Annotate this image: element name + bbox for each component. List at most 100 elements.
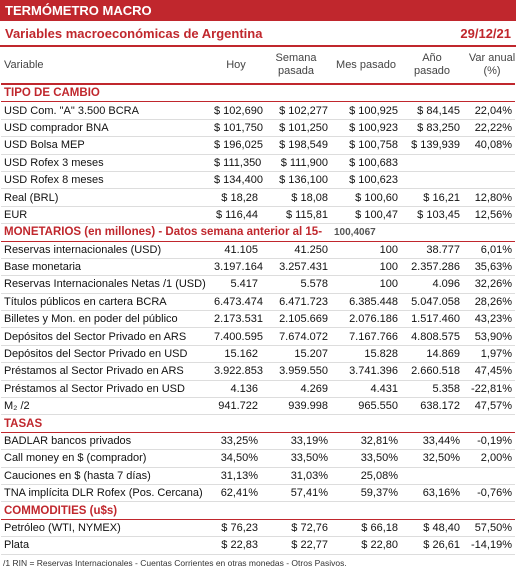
value-cell: 22,22%: [463, 119, 515, 138]
value-cell: $ 115,81: [261, 206, 331, 225]
data-row: Depósitos del Sector Privado en ARS 7.400…: [1, 327, 515, 346]
value-cell: $ 100,758: [331, 136, 401, 155]
value-cell: 5.358: [401, 380, 463, 399]
data-row: USD Rofex 8 meses $ 134,400 $ 136,100 $ 100…: [1, 171, 515, 190]
value-cell: $ 48,40: [401, 519, 463, 538]
value-cell: 63,16%: [401, 484, 463, 503]
data-row: Préstamos al Sector Privado en ARS 3.922.…: [1, 362, 515, 381]
data-row: USD Rofex 3 meses $ 111,350 $ 111,900 $ 100…: [1, 154, 515, 172]
variable-name: Préstamos al Sector Privado en USD: [1, 380, 211, 399]
data-row: Call money en $ (comprador) 34,50% 33,50% 3…: [1, 449, 515, 468]
value-cell: $ 139,939: [401, 136, 463, 155]
column-header: Hoy: [211, 47, 261, 85]
value-cell: $ 26,61: [401, 536, 463, 555]
variable-name: Base monetaria: [1, 258, 211, 277]
value-cell: [463, 171, 515, 190]
variable-name: TNA implícita DLR Rofex (Pos. Cercana): [1, 484, 211, 503]
variable-name: Real (BRL): [1, 188, 211, 207]
value-cell: 3.922.853: [211, 362, 263, 381]
section-cell: [401, 501, 515, 520]
section-cell: [331, 501, 401, 520]
data-row: Depósitos del Sector Privado en USD 15.16…: [1, 345, 515, 364]
variable-name: Préstamos al Sector Privado en ARS: [1, 362, 211, 381]
value-cell: $ 83,250: [401, 119, 463, 138]
column-header-text: Semana pasada: [275, 52, 317, 77]
header-row: Variable Hoy Semana pasada Mes pasado Año pa…: [1, 47, 515, 85]
value-cell: 4.431: [331, 380, 401, 399]
value-cell: 3.197.164: [211, 258, 263, 277]
footnotes: /1 RIN = Reservas Internacionales - Cuen…: [0, 557, 516, 567]
data-row: USD Bolsa MEP $ 196,025 $ 198,549 $ 100,758…: [1, 136, 515, 155]
value-cell: 2.660.518: [401, 362, 463, 381]
data-row: EUR $ 116,44 $ 115,81 $ 100,47 $ 103,45 12,56…: [1, 206, 515, 225]
section-cell: [401, 84, 515, 103]
value-cell: $ 76,23: [211, 519, 261, 538]
header-title: TERMÓMETRO MACRO: [0, 0, 516, 21]
value-cell: 2.173.531: [211, 310, 263, 329]
value-cell: 33,25%: [211, 432, 261, 451]
variable-name: USD Bolsa MEP: [1, 136, 211, 155]
value-cell: 3.741.396: [331, 362, 401, 381]
value-cell: $ 134,400: [211, 171, 263, 190]
section-title: COMMODITIES (u$s): [1, 501, 331, 520]
value-cell: 100: [331, 241, 401, 259]
column-header: Semana pasada: [261, 47, 331, 85]
value-cell: 939.998: [261, 397, 331, 416]
section-cell: [331, 414, 401, 433]
value-cell: 100: [331, 275, 401, 294]
section-title: TASAS: [1, 414, 331, 433]
value-cell: $ 116,44: [211, 206, 261, 225]
data-row: Préstamos al Sector Privado en USD 4.136 4…: [1, 380, 515, 399]
value-cell: 7.167.766: [331, 327, 401, 346]
value-cell: $ 111,350: [211, 154, 261, 172]
value-cell: 7.400.595: [211, 327, 263, 346]
value-cell: 5.417: [211, 275, 261, 294]
data-row: Reservas Internacionales Netas /1 (USD) 5…: [1, 275, 515, 294]
value-cell: 35,63%: [463, 258, 515, 277]
value-cell: [463, 154, 515, 172]
variable-name: BADLAR bancos privados: [1, 432, 211, 451]
value-cell: 43,23%: [463, 310, 515, 329]
value-cell: $ 18,08: [261, 188, 331, 207]
variable-name: Call money en $ (comprador): [1, 449, 211, 468]
value-cell: 3.257.431: [261, 258, 331, 277]
data-row: Títulos públicos en cartera BCRA 6.473.47…: [1, 293, 515, 312]
value-cell: 33,50%: [331, 449, 401, 468]
value-cell: 25,08%: [331, 467, 401, 485]
data-row: M₂ /2 941.722 939.998 965.550 638.172 47,57%: [1, 397, 515, 416]
variable-name: Cauciones en $ (hasta 7 días): [1, 467, 211, 485]
value-cell: $ 102,690: [211, 101, 263, 120]
value-cell: 6,01%: [463, 241, 515, 259]
value-cell: $ 100,623: [331, 171, 401, 190]
value-cell: 32,26%: [463, 275, 515, 294]
value-cell: 3.959.550: [261, 362, 331, 381]
value-cell: [401, 154, 463, 172]
subtitle: Variables macroeconómicas de Argentina: [5, 26, 263, 41]
value-cell: 15.162: [211, 345, 261, 364]
value-cell: 41.250: [261, 241, 331, 259]
data-row: Plata $ 22,83 $ 22,77 $ 22,80 $ 26,61 -14,19%: [1, 536, 515, 555]
value-cell: 4.808.575: [401, 327, 463, 346]
value-cell: 1,97%: [463, 345, 515, 364]
value-cell: 2,00%: [463, 449, 515, 468]
value-cell: 5.047.058: [401, 293, 463, 312]
data-row: Petróleo (WTI, NYMEX) $ 76,23 $ 72,76 $ 66,…: [1, 519, 515, 538]
variable-name: Reservas Internacionales Netas /1 (USD): [1, 275, 211, 294]
value-cell: 40,08%: [463, 136, 515, 155]
footnote: /1 RIN = Reservas Internacionales - Cuen…: [3, 557, 347, 567]
value-cell: $ 22,80: [331, 536, 401, 555]
column-header: Variable: [1, 47, 211, 85]
variable-name: Billetes y Mon. en poder del público: [1, 310, 211, 329]
value-cell: 965.550: [331, 397, 401, 416]
value-cell: $ 136,100: [261, 171, 331, 190]
value-cell: 4.136: [211, 380, 261, 399]
column-header-text: Mes pasado: [336, 58, 396, 71]
value-cell: 47,45%: [463, 362, 515, 381]
data-row: USD comprador BNA $ 101,750 $ 101,250 $ 100…: [1, 119, 515, 138]
value-cell: 6.385.448: [331, 293, 401, 312]
value-cell: 53,90%: [463, 327, 515, 346]
value-cell: 34,50%: [211, 449, 261, 468]
data-row: TNA implícita DLR Rofex (Pos. Cercana) 62…: [1, 484, 515, 503]
value-cell: 7.674.072: [261, 327, 331, 346]
value-cell: $ 22,77: [261, 536, 331, 555]
